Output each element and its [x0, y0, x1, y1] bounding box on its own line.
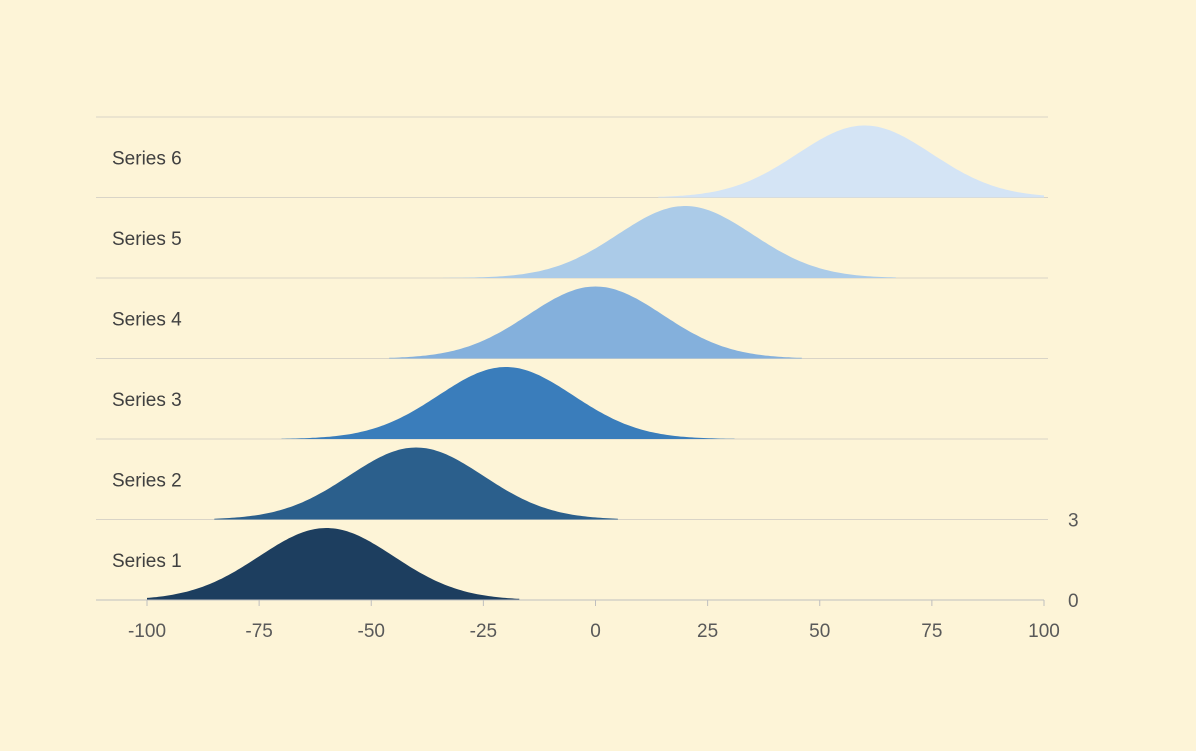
x-tick-label: 50: [809, 621, 830, 642]
series-label-4: Series 4: [112, 309, 182, 330]
ridge-series-5: [443, 206, 896, 278]
x-tick-label: -25: [470, 621, 497, 642]
x-tick-label: 75: [921, 621, 942, 642]
ridge-series-2: [214, 447, 618, 520]
x-tick-label: 25: [697, 621, 718, 642]
x-tick-label: -100: [128, 621, 166, 642]
series-labels: Series 1 Series 2 Series 3 Series 4 Series 5…: [112, 148, 182, 572]
y-axis: 30: [1068, 511, 1079, 613]
x-tick-label: -50: [358, 621, 385, 642]
y-tick-label: 0: [1068, 591, 1079, 612]
series-label-1: Series 1: [112, 551, 182, 572]
series-label-6: Series 6: [112, 148, 182, 169]
ridges: [147, 125, 1044, 600]
ridge-series-4: [389, 286, 802, 359]
ridge-series-1: [147, 528, 520, 600]
x-tick-label: 100: [1028, 621, 1060, 642]
x-axis: -100 -75 -50 -25 0 25 50 75 100: [96, 599, 1060, 642]
ridge-series-3: [281, 367, 735, 439]
series-label-5: Series 5: [112, 229, 182, 250]
ridge-series-6: [658, 125, 1044, 198]
series-label-3: Series 3: [112, 390, 182, 411]
x-tick-label: 0: [590, 621, 601, 642]
y-tick-label: 3: [1068, 511, 1079, 532]
series-label-2: Series 2: [112, 470, 182, 491]
x-tick-label: -75: [245, 621, 272, 642]
